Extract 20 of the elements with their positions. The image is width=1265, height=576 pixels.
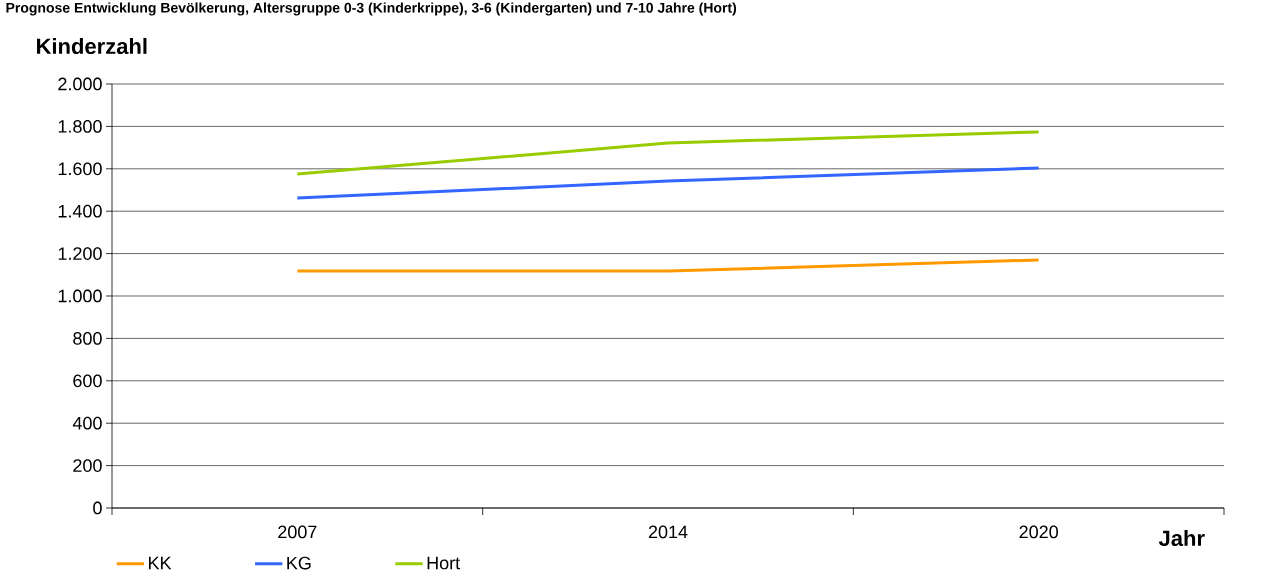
legend-label: KK	[148, 556, 172, 570]
y-tick-label: 1.200	[58, 247, 102, 260]
x-tick-label: 2014	[648, 525, 688, 539]
y-tick-label: 400	[72, 416, 102, 430]
y-tick-label: 1.800	[58, 120, 102, 133]
y-tick-label: 200	[73, 459, 102, 472]
x-tick-label: 2020	[1019, 525, 1058, 539]
legend-label: Hort	[427, 556, 461, 570]
y-tick-label: 600	[73, 374, 102, 388]
y-tick-label: 1.600	[58, 162, 102, 176]
y-tick-label: 0	[93, 501, 102, 515]
y-tick-label: 800	[73, 332, 102, 345]
x-tick-label: 2007	[278, 525, 317, 539]
legend-label: KG	[287, 556, 311, 570]
x-axis-title: Jahr	[1158, 529, 1205, 547]
y-tick-label: 1.000	[58, 289, 102, 303]
y-tick-label: 1.400	[58, 204, 102, 218]
y-tick-label: 2.000	[58, 77, 102, 91]
y-axis-title: Kinderzahl	[37, 37, 147, 55]
chart-title: Prognose Entwicklung Bevölkerung, Altersgruppe 0-3 (Kinderkrippe), 3-6 (Kindergarten) und 7-10 Jahre (Hort)	[6, 2, 737, 16]
